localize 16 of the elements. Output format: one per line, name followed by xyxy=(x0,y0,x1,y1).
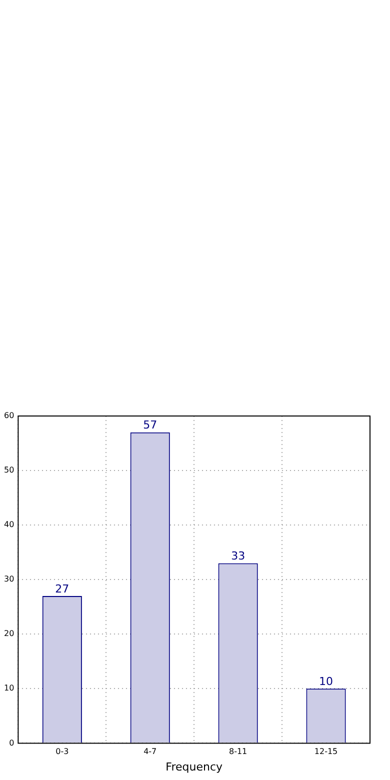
data-label: 57 xyxy=(143,418,158,432)
x-axis-title: Frequency xyxy=(166,760,223,774)
x-tick-label: 0-3 xyxy=(56,747,69,756)
y-tick-label: 0 xyxy=(9,738,14,748)
x-tick-label: 8-11 xyxy=(228,747,248,756)
data-label: 10 xyxy=(319,675,334,688)
x-tick-label: 12-15 xyxy=(314,747,338,756)
y-tick-label: 60 xyxy=(4,411,14,420)
y-tick-label: 30 xyxy=(4,574,14,584)
y-tick-label: 50 xyxy=(4,466,14,475)
y-tick-label: 20 xyxy=(4,629,14,638)
data-label: 27 xyxy=(55,582,70,596)
x-tick-label: 4-7 xyxy=(144,747,157,756)
data-label: 33 xyxy=(231,550,246,563)
y-tick-label: 10 xyxy=(4,684,14,693)
y-tick-label: 40 xyxy=(4,520,14,530)
